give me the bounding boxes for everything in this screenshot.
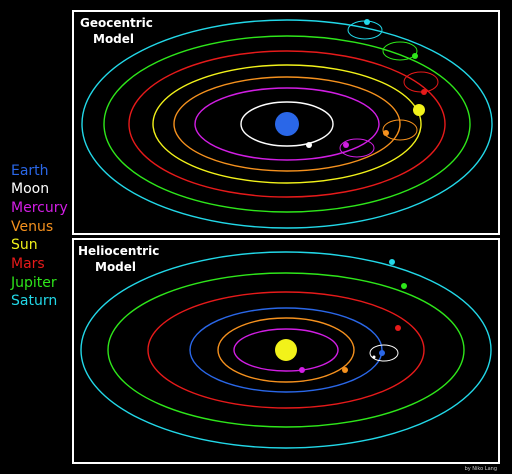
heliocentric-mercury — [299, 367, 305, 373]
geocentric-panel: Geocentric Model — [72, 10, 500, 235]
sun-orbit — [152, 64, 422, 184]
geocentric-venus — [383, 130, 389, 136]
legend-venus: Venus — [11, 219, 53, 235]
mars-deferent — [128, 50, 446, 198]
heliocentric-saturn — [389, 259, 395, 265]
geocentric-moon — [306, 142, 312, 148]
legend-moon: Moon — [11, 181, 49, 197]
heliocentric-title-line2: Model — [95, 260, 136, 274]
geocentric-title-line2: Model — [93, 32, 134, 46]
heliocentric-venus — [342, 367, 348, 373]
geocentric-jupiter — [412, 53, 418, 59]
venus-epicycle — [382, 119, 418, 141]
geocentric-sun — [413, 104, 425, 116]
credit-text: by Niko Lang — [465, 466, 497, 472]
legend-jupiter: Jupiter — [10, 275, 57, 291]
heliocentric-panel: Heliocentric Model — [72, 238, 500, 464]
mercury-epicycle — [339, 138, 375, 158]
legend: Earth Moon Mercury Venus Sun Mars Jupite… — [10, 163, 68, 309]
legend-earth: Earth — [11, 163, 49, 179]
saturn-orbit — [80, 251, 492, 449]
heliocentric-jupiter — [401, 283, 407, 289]
heliocentric-sun — [275, 339, 297, 361]
heliocentric-title-line1: Heliocentric — [78, 244, 159, 258]
geocentric-title-line1: Geocentric — [80, 16, 153, 30]
jupiter-deferent — [103, 35, 471, 213]
saturn-deferent — [81, 19, 493, 229]
geocentric-mercury — [343, 142, 349, 148]
jupiter-orbit — [107, 272, 465, 428]
legend-mercury: Mercury — [11, 200, 68, 216]
jupiter-epicycle — [382, 41, 418, 61]
heliocentric-moon — [372, 355, 376, 359]
legend-saturn: Saturn — [11, 293, 57, 309]
geocentric-mars — [421, 89, 427, 95]
legend-mars: Mars — [11, 256, 45, 272]
mars-orbit — [147, 291, 425, 409]
mercury-orbit — [233, 328, 339, 372]
venus-deferent — [173, 76, 401, 172]
moon-orbit — [240, 101, 334, 147]
helio-moon-orbit — [369, 344, 399, 362]
geocentric-earth — [275, 112, 299, 136]
legend-sun: Sun — [11, 237, 38, 253]
venus-orbit — [217, 317, 355, 383]
heliocentric-earth — [379, 350, 385, 356]
mercury-deferent — [194, 87, 380, 161]
geocentric-saturn — [364, 19, 370, 25]
heliocentric-mars — [395, 325, 401, 331]
